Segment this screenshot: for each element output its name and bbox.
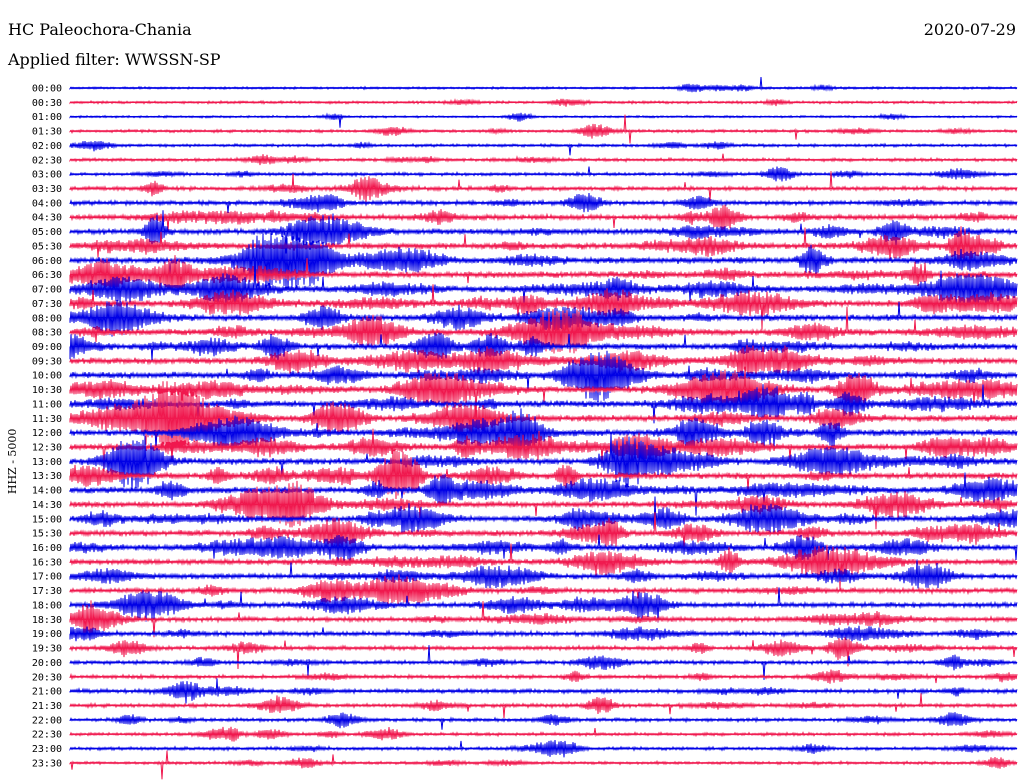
hour-label-1830: 18:30 (32, 615, 62, 626)
channel-label: HHZ - 5000 (6, 429, 19, 495)
trace-row-0400 (69, 192, 1018, 213)
hour-label-0800: 08:00 (32, 313, 62, 324)
trace-row-0200 (69, 141, 1018, 156)
trace-row-1300 (69, 431, 1018, 492)
trace-row-0330 (69, 171, 1018, 202)
hour-label-0930: 09:30 (32, 356, 62, 367)
hour-label-0200: 02:00 (32, 141, 62, 152)
hour-label-0630: 06:30 (32, 270, 62, 281)
hour-label-0530: 05:30 (32, 241, 62, 252)
hour-label-0000: 00:00 (32, 84, 62, 95)
trace-row-0600 (69, 226, 1018, 293)
trace-row-1700 (69, 559, 1018, 589)
hour-label-1430: 14:30 (32, 500, 62, 511)
trace-row-0900 (69, 332, 1018, 361)
trace-row-0430 (69, 204, 1018, 233)
trace-row-1030 (69, 366, 1018, 422)
trace-row-0700 (69, 258, 1018, 308)
hour-label-2130: 21:30 (32, 701, 62, 712)
hour-label-0100: 01:00 (32, 112, 62, 123)
hour-label-1530: 15:30 (32, 529, 62, 540)
trace-row-0130 (69, 114, 1018, 144)
hour-label-0400: 04:00 (32, 198, 62, 209)
trace-row-1530 (69, 512, 1018, 551)
trace-row-1100 (69, 384, 1018, 424)
trace-row-1400 (69, 472, 1018, 516)
hour-label-0830: 08:30 (32, 328, 62, 339)
hour-label-0500: 05:00 (32, 227, 62, 238)
trace-row-2330 (69, 750, 1018, 780)
trace-row-1330 (69, 449, 1018, 500)
filter-label: Applied filter: WWSSN-SP (8, 50, 221, 69)
hour-label-1200: 12:00 (32, 428, 62, 439)
hour-label-0600: 06:00 (32, 256, 62, 267)
hour-label-1030: 10:30 (32, 385, 62, 396)
hour-label-1800: 18:00 (32, 600, 62, 611)
trace-row-0100 (69, 112, 1018, 128)
hour-label-1330: 13:30 (32, 471, 62, 482)
trace-row-1730 (69, 574, 1018, 606)
trace-row-1600 (69, 534, 1018, 563)
hour-label-1130: 11:30 (32, 414, 62, 425)
hour-label-2000: 20:00 (32, 658, 62, 669)
hour-label-1230: 12:30 (32, 443, 62, 454)
trace-row-0300 (69, 166, 1018, 182)
trace-row-1230 (69, 428, 1018, 472)
hour-label-0130: 01:30 (32, 127, 62, 138)
hour-label-1630: 16:30 (32, 557, 62, 568)
hour-label-0230: 02:30 (32, 155, 62, 166)
hour-label-2200: 22:00 (32, 715, 62, 726)
hour-label-0430: 04:30 (32, 213, 62, 224)
trace-row-0000 (69, 76, 1018, 93)
trace-row-1200 (69, 408, 1018, 455)
station-title: HC Paleochora-Chania (8, 20, 192, 39)
hour-label-0900: 09:00 (32, 342, 62, 353)
hour-label-0330: 03:30 (32, 184, 62, 195)
hour-label-2030: 20:30 (32, 672, 62, 683)
hour-label-0700: 07:00 (32, 285, 62, 296)
trace-row-1130 (69, 381, 1018, 455)
hour-label-2330: 23:30 (32, 758, 62, 769)
trace-row-1500 (69, 496, 1018, 534)
trace-row-1000 (69, 350, 1018, 403)
hour-label-2100: 21:00 (32, 687, 62, 698)
hour-label-1400: 14:00 (32, 486, 62, 497)
trace-rows: 00:00 00:30 01:00 01:30 02:00 02:30 03:00 03:30… (32, 76, 1018, 780)
trace-row-0500 (69, 210, 1018, 254)
hour-label-1000: 10:00 (32, 371, 62, 382)
trace-row-0530 (69, 226, 1018, 264)
trace-row-1800 (69, 587, 1018, 623)
trace-row-1930 (69, 637, 1018, 670)
trace-row-0630 (69, 255, 1018, 293)
trace-row-0800 (69, 300, 1018, 337)
trace-row-0730 (69, 284, 1018, 330)
hour-label-0300: 03:00 (32, 170, 62, 181)
trace-row-1830 (69, 600, 1018, 638)
hour-label-1600: 16:00 (32, 543, 62, 554)
hour-label-1500: 15:00 (32, 514, 62, 525)
hour-label-1700: 17:00 (32, 572, 62, 583)
hour-label-1930: 19:30 (32, 644, 62, 655)
hour-label-0030: 00:30 (32, 98, 62, 109)
hour-label-1300: 13:00 (32, 457, 62, 468)
hour-label-2300: 23:00 (32, 744, 62, 755)
trace-row-2200 (69, 712, 1018, 730)
date-label: 2020-07-29 (923, 20, 1016, 39)
hour-label-1100: 11:00 (32, 399, 62, 410)
hour-label-1730: 17:30 (32, 586, 62, 597)
hour-label-2230: 22:30 (32, 730, 62, 741)
trace-row-1430 (69, 480, 1018, 530)
trace-row-0930 (69, 344, 1018, 378)
hour-label-1900: 19:00 (32, 629, 62, 640)
hour-label-0730: 07:30 (32, 299, 62, 310)
trace-row-1630 (69, 543, 1018, 592)
trace-row-0830 (69, 306, 1018, 354)
